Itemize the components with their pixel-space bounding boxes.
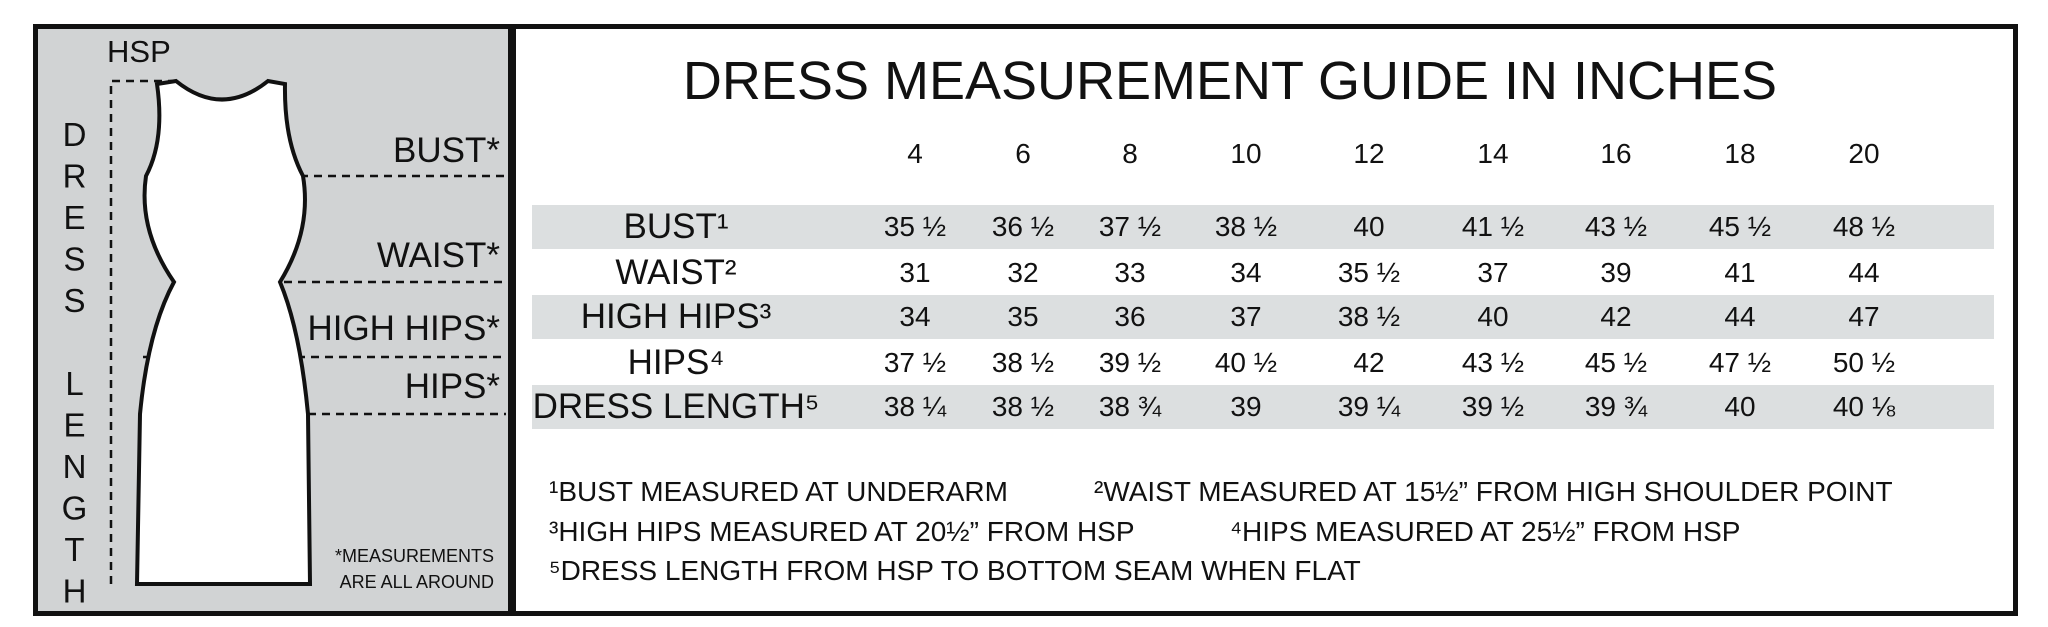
cell: 45 ½ bbox=[1584, 347, 1648, 378]
cell: 38 ¼ bbox=[883, 391, 947, 422]
measure-label: HIPS* bbox=[404, 367, 500, 406]
cell: 43 ½ bbox=[1461, 347, 1525, 378]
cell: 45 ½ bbox=[1708, 211, 1772, 242]
cell: 42 bbox=[1353, 347, 1385, 378]
size-header: 6 bbox=[1015, 138, 1031, 169]
note-line: ARE ALL AROUND bbox=[339, 572, 494, 592]
size-header: 18 bbox=[1724, 138, 1756, 169]
cell: 35 ½ bbox=[1337, 257, 1401, 288]
cell: 38 ¾ bbox=[1098, 391, 1162, 422]
cell: 50 ½ bbox=[1832, 347, 1896, 378]
cell: 37 ½ bbox=[883, 347, 947, 378]
cell: 40 ⅛ bbox=[1832, 391, 1896, 422]
cell: 36 bbox=[1114, 301, 1146, 332]
cell: 33 bbox=[1114, 257, 1146, 288]
neckline bbox=[175, 79, 269, 101]
cell: 37 bbox=[1477, 257, 1509, 288]
row-label: WAIST² bbox=[615, 253, 737, 292]
cell: 39 ½ bbox=[1098, 347, 1162, 378]
cell: 48 ½ bbox=[1832, 211, 1896, 242]
size-header: 16 bbox=[1600, 138, 1632, 169]
row-label: DRESS LENGTH⁵ bbox=[532, 387, 820, 426]
note-line: *MEASUREMENTS bbox=[334, 546, 494, 566]
size-header: 8 bbox=[1122, 138, 1138, 169]
cell: 38 ½ bbox=[1337, 301, 1401, 332]
side-label: DRESS LENGTH bbox=[56, 116, 93, 614]
cell: 44 bbox=[1724, 301, 1756, 332]
row-label: HIPS⁴ bbox=[627, 343, 725, 382]
row-band bbox=[532, 385, 1994, 429]
cell: 36 ½ bbox=[991, 211, 1055, 242]
cell: 38 ½ bbox=[1214, 211, 1278, 242]
cell: 39 bbox=[1600, 257, 1632, 288]
cell: 39 ¼ bbox=[1337, 391, 1401, 422]
footnote: ³HIGH HIPS MEASURED AT 20½” FROM HSP bbox=[549, 516, 1135, 547]
cell: 41 ½ bbox=[1461, 211, 1525, 242]
cell: 40 ½ bbox=[1214, 347, 1278, 378]
cell: 43 ½ bbox=[1584, 211, 1648, 242]
row-band bbox=[532, 295, 1994, 339]
cell: 38 ½ bbox=[991, 347, 1055, 378]
cell: 35 bbox=[1007, 301, 1039, 332]
cell: 38 ½ bbox=[991, 391, 1055, 422]
footnote: ⁴HIPS MEASURED AT 25½” FROM HSP bbox=[1230, 516, 1741, 547]
hsp-guide bbox=[109, 79, 176, 584]
cell: 31 bbox=[899, 257, 931, 288]
cell: 47 bbox=[1848, 301, 1880, 332]
footnote: ²WAIST MEASURED AT 15½” FROM HIGH SHOULD… bbox=[1094, 476, 1893, 507]
cell: 40 bbox=[1353, 211, 1385, 242]
row-label: BUST¹ bbox=[623, 207, 729, 246]
size-header: 20 bbox=[1848, 138, 1880, 169]
cell: 39 bbox=[1230, 391, 1262, 422]
cell: 41 bbox=[1724, 257, 1756, 288]
size-header: 14 bbox=[1477, 138, 1509, 169]
row-band bbox=[532, 205, 1994, 249]
title: DRESS MEASUREMENT GUIDE IN INCHES bbox=[682, 51, 1778, 111]
footnote: ¹BUST MEASURED AT UNDERARM bbox=[549, 476, 1008, 507]
hsp-label: HSP bbox=[107, 34, 171, 69]
cell: 35 ½ bbox=[883, 211, 947, 242]
size-header: 12 bbox=[1353, 138, 1385, 169]
cell: 40 bbox=[1724, 391, 1756, 422]
measure-label: WAIST* bbox=[376, 236, 500, 275]
cell: 34 bbox=[1230, 257, 1262, 288]
cell: 39 ½ bbox=[1461, 391, 1525, 422]
cell: 37 bbox=[1230, 301, 1262, 332]
cell: 44 bbox=[1848, 257, 1880, 288]
cell: 32 bbox=[1007, 257, 1039, 288]
cell: 34 bbox=[899, 301, 931, 332]
row-label: HIGH HIPS³ bbox=[580, 297, 772, 336]
cell: 40 bbox=[1477, 301, 1509, 332]
size-header: 10 bbox=[1230, 138, 1262, 169]
cell: 37 ½ bbox=[1098, 211, 1162, 242]
cell: 47 ½ bbox=[1708, 347, 1772, 378]
cell: 39 ¾ bbox=[1584, 391, 1648, 422]
measure-label: HIGH HIPS* bbox=[307, 309, 500, 348]
size-header: 4 bbox=[907, 138, 923, 169]
measure-label: BUST* bbox=[393, 131, 500, 170]
cell: 42 bbox=[1600, 301, 1632, 332]
dress-outline bbox=[134, 78, 313, 586]
footnote: ⁵DRESS LENGTH FROM HSP TO BOTTOM SEAM WH… bbox=[549, 555, 1361, 586]
